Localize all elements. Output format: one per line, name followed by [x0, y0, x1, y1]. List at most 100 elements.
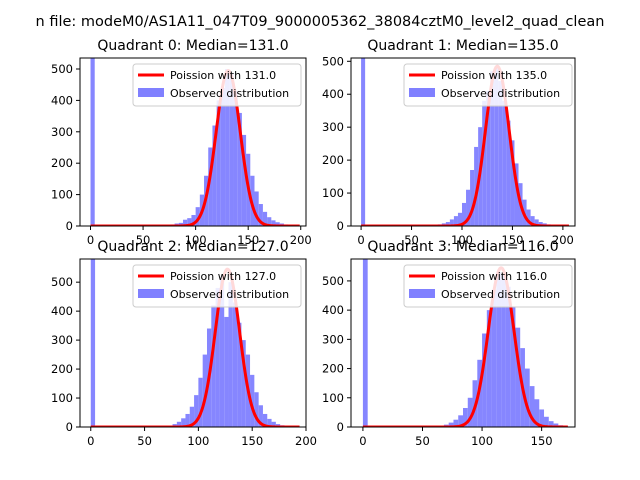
histogram-bar: [176, 421, 182, 427]
panel-title: Quadrant 2: Median=127.0: [97, 239, 288, 255]
axes-frame: [350, 57, 576, 227]
histogram-bar: [220, 87, 226, 226]
histogram-bar: [183, 219, 188, 226]
y-tick-label: 500: [51, 275, 73, 289]
histogram-bar: [215, 287, 220, 427]
legend-label-observed: Observed distribution: [441, 87, 560, 100]
histogram-bar: [448, 422, 454, 427]
x-tick-label: 0: [357, 233, 364, 247]
histogram-bar: [258, 204, 263, 226]
histogram-bar: [90, 259, 96, 427]
histogram-bar: [538, 222, 543, 226]
poisson-curve: [90, 68, 300, 226]
histogram-bar: [233, 90, 238, 226]
figure-suptitle: n file: modeM0/AS1A11_047T09_9000005362_…: [36, 14, 605, 30]
plot-area: [362, 259, 568, 427]
y-tick-label: 300: [322, 332, 344, 346]
poisson-curve: [90, 267, 300, 427]
legend-label-poisson: Poission with 127.0: [170, 270, 276, 283]
histogram-bar: [275, 222, 280, 226]
histogram-bar: [461, 202, 467, 226]
x-tick-label: 0: [359, 434, 366, 448]
y-tick-label: 300: [51, 333, 73, 347]
histogram-bar: [185, 413, 190, 427]
histogram-bar: [470, 170, 475, 226]
legend: Poission with 116.0 Observed distribution: [403, 264, 573, 308]
histogram-bar: [250, 374, 255, 427]
y-tick-label: 200: [322, 362, 344, 376]
x-tick-label: 50: [136, 233, 151, 247]
legend-bar-swatch: [138, 88, 164, 97]
x-tick-label: 200: [552, 233, 574, 247]
legend-bar-swatch: [409, 289, 435, 298]
quadrant-2-panel: Quadrant 2: Median=127.0 0 50 100 150 200 0 100…: [51, 239, 317, 448]
x-tick-label: 0: [87, 434, 94, 448]
histogram-bar: [362, 259, 368, 427]
histogram-bar: [482, 333, 487, 427]
histogram-bar: [361, 58, 366, 226]
quadrant-3-panel: Quadrant 3: Median=116.0 0 50 100 150 0 100 200…: [322, 239, 576, 448]
histogram-bar: [466, 189, 471, 226]
x-tick-label: 150: [531, 434, 553, 448]
quadrant-1-panel: Quadrant 1: Median=135.0 0 50 100 150 200 0 100…: [322, 38, 576, 247]
histogram-bar: [463, 408, 468, 427]
histogram-bar: [510, 307, 516, 427]
histogram-bar: [453, 419, 459, 427]
plot-area: [90, 58, 300, 226]
histogram-bar: [229, 73, 234, 226]
y-tick-label: 400: [322, 87, 344, 101]
legend-label-observed: Observed distribution: [170, 288, 289, 301]
histogram-bar: [502, 100, 507, 226]
histogram-bar: [258, 405, 263, 427]
y-tick-label: 500: [322, 54, 344, 68]
histogram-bar: [458, 415, 463, 427]
legend-label-poisson: Poission with 116.0: [441, 270, 547, 283]
quadrant-0-panel: Quadrant 0: Median=131.0 0 50 100 150 200 0 100…: [51, 38, 312, 247]
x-tick-label: 0: [87, 233, 94, 247]
histogram-bar: [90, 58, 95, 226]
histogram-bar: [496, 272, 502, 427]
histogram-bar: [510, 140, 515, 226]
histogram-bar: [237, 322, 242, 427]
histogram-bar: [467, 397, 473, 427]
histogram-bar: [490, 71, 495, 226]
y-tick-label: 100: [51, 188, 73, 202]
histogram-bar: [506, 120, 511, 226]
histogram-bar: [482, 100, 487, 226]
legend-label-poisson: Poission with 135.0: [441, 69, 547, 82]
legend-label-poisson: Poission with 131.0: [170, 69, 276, 82]
histogram-bar: [267, 418, 272, 427]
histogram-bar: [224, 316, 229, 427]
legend-box: [132, 63, 302, 107]
x-tick-label: 100: [471, 434, 493, 448]
plot-area: [361, 58, 569, 226]
histogram-bar: [486, 310, 492, 427]
y-tick-label: 0: [337, 420, 344, 434]
histogram-bar: [530, 216, 535, 226]
histogram-bar: [457, 212, 462, 226]
y-tick-label: 500: [51, 62, 73, 76]
histogram-bar: [494, 67, 499, 226]
y-tick-label: 500: [322, 274, 344, 288]
histogram-bar: [225, 68, 230, 226]
y-tick-label: 300: [51, 125, 73, 139]
histogram-bar: [514, 163, 519, 226]
legend-bar-swatch: [138, 289, 164, 298]
histogram-bar: [524, 368, 530, 427]
histogram-bar: [187, 218, 192, 226]
x-tick-label: 50: [137, 434, 152, 448]
legend: Poission with 127.0 Observed distribution: [132, 264, 302, 308]
poisson-curve: [361, 64, 569, 226]
legend-box: [403, 63, 573, 107]
histogram-bar: [211, 305, 216, 427]
histogram-bar: [194, 395, 199, 427]
histogram-bar: [449, 219, 454, 226]
histogram-bar: [228, 282, 233, 427]
y-tick-label: 200: [51, 156, 73, 170]
plot-area: [90, 259, 300, 427]
legend-label-observed: Observed distribution: [441, 288, 560, 301]
y-tick-label: 400: [322, 303, 344, 317]
histogram-bar: [453, 216, 458, 226]
histogram-bar: [202, 354, 207, 427]
